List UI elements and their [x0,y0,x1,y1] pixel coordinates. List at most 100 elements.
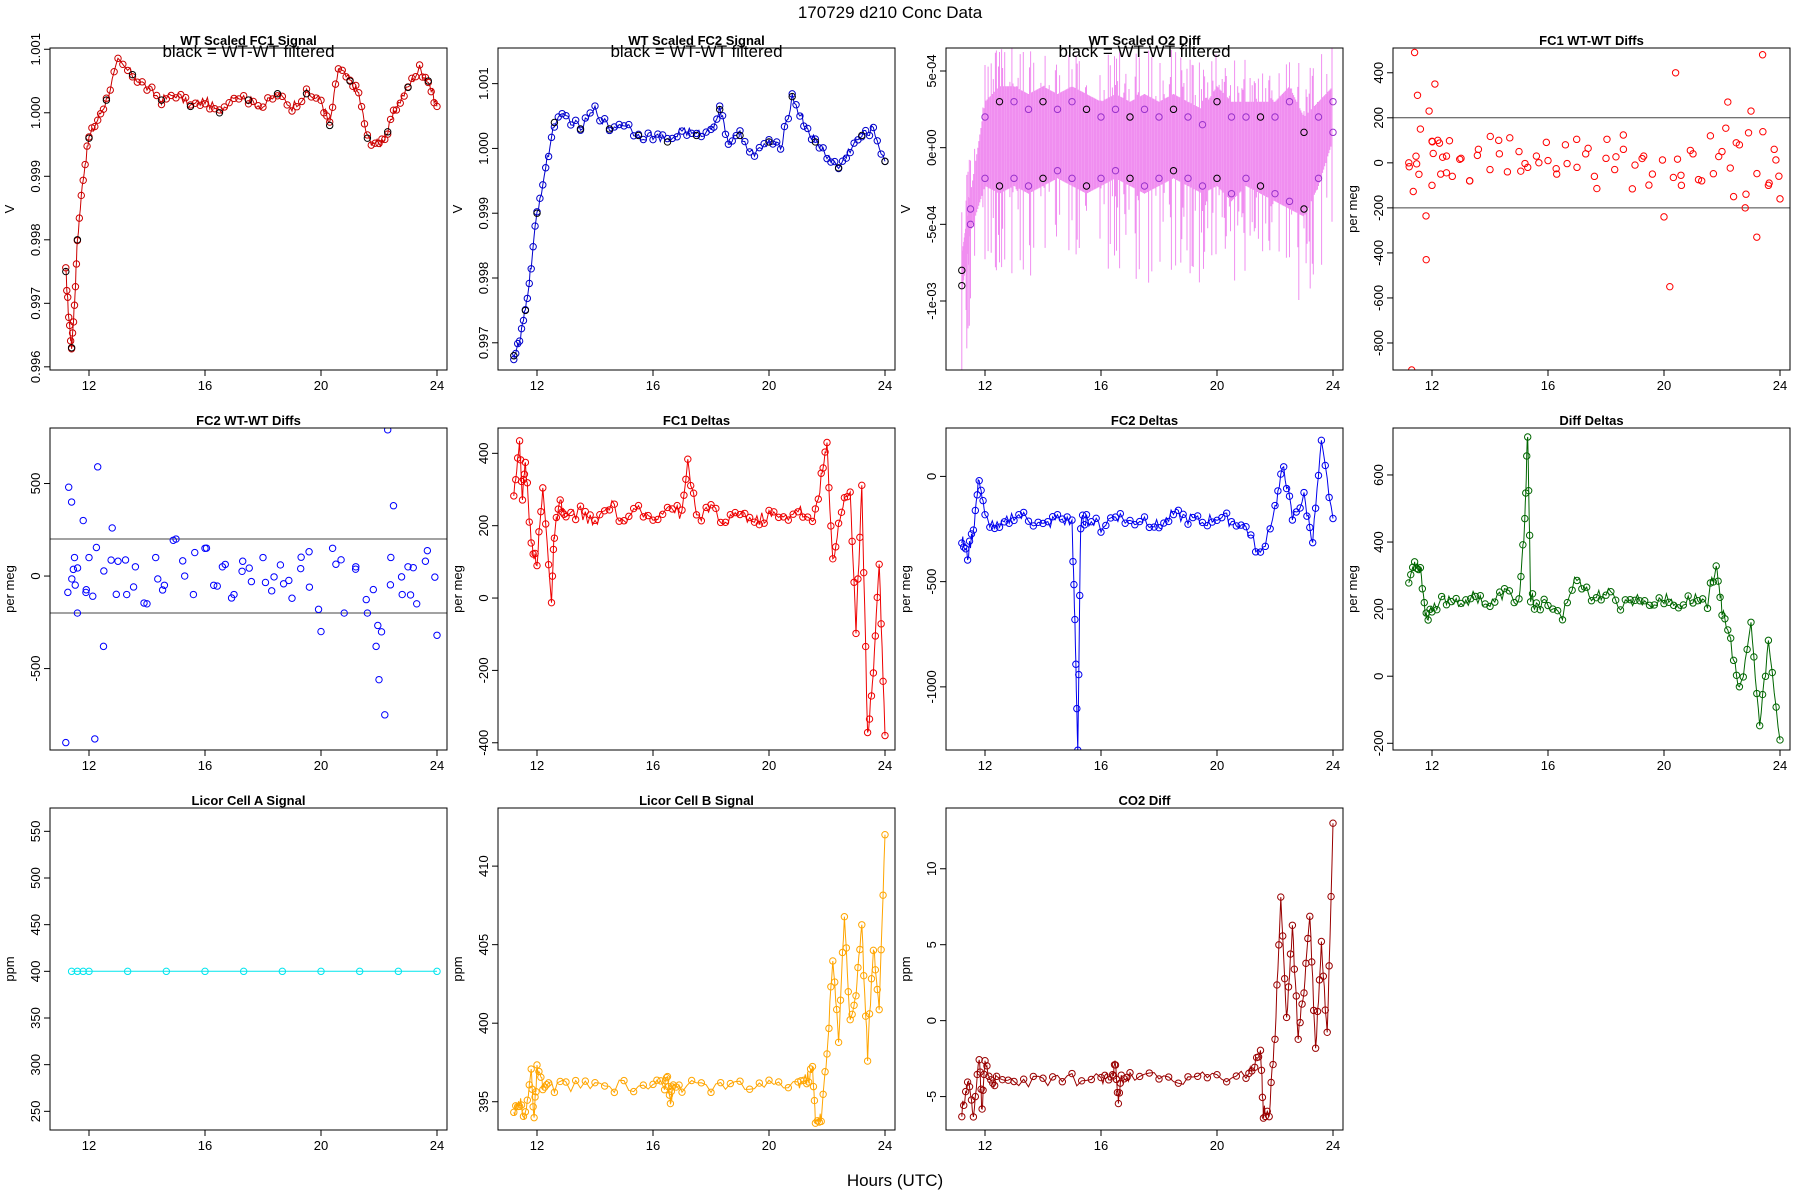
data-point [79,516,87,525]
data-point [431,573,439,581]
data-point [629,1087,638,1096]
data-point [519,1112,528,1121]
data-point [728,137,736,145]
data-point [1612,153,1620,161]
data-point [1709,169,1718,178]
data-point [837,508,846,517]
data-point [1285,97,1294,106]
data-point [707,501,715,509]
data-point [848,1010,856,1019]
plot-area [1393,48,1790,370]
data-point [1126,113,1134,121]
data-point [856,533,864,542]
data-point [649,1080,657,1089]
data-point [832,1005,841,1014]
x-tick-label: 16 [646,758,660,773]
data-point [1323,1028,1331,1037]
data-point [1741,204,1749,212]
panel-title: FC1 WT-WT Diffs [1539,33,1644,48]
data-point [981,174,989,183]
panel-o2_diff: WT Scaled O2 Diff V 12 16 20 24 5e-04 0e+00 -5e-… [898,33,1344,393]
y-tick-label: -1e-03 [924,282,939,320]
data-point [1631,161,1639,169]
data-point [297,564,305,573]
data-point [1535,159,1543,167]
data-point [523,1096,532,1104]
data-point [1435,139,1444,147]
filtered-point [302,90,311,98]
panel-fc2_wtwt: FC2 WT-WT Diffs per meg 12 16 20 24 -500 0 500 [2,413,448,773]
data-point [1776,736,1784,744]
data-point [663,503,672,512]
data-point [1410,558,1419,566]
y-tick-label: 5e-04 [924,54,939,87]
data-point [661,1077,670,1085]
data-point [838,948,847,957]
x-tick-label: 24 [878,758,892,773]
data-point [712,504,720,513]
data-point [1428,138,1436,146]
y-tick-label: 1.000 [476,132,491,165]
data-point [1308,958,1316,966]
y-tick-label: 0.997 [28,287,43,320]
data-point [576,502,585,510]
data-point [1000,518,1009,526]
data-point [990,524,999,533]
data-point [1603,135,1611,143]
data-point [803,124,812,133]
data-point [1744,129,1753,137]
data-point [69,318,78,326]
data-point [375,675,383,684]
data-point [1058,515,1067,523]
data-point [644,129,652,137]
data-point [1242,174,1250,183]
data-point [620,1076,628,1085]
data-point [537,1073,545,1081]
data-point [1433,605,1441,614]
data-point [1532,599,1541,607]
data-point [1280,463,1288,471]
data-point [732,131,740,140]
y-tick-label: 200 [1371,598,1386,620]
data-point [1208,518,1216,526]
data-point [154,575,162,583]
data-point [808,517,817,526]
data-point [848,537,856,546]
data-point [133,78,142,86]
data-point [678,506,686,514]
data-point [673,501,681,510]
data-point [371,139,379,147]
y-tick-label: 405 [476,934,491,956]
data-point [1519,541,1527,549]
series-line [513,93,886,360]
data-point [966,220,975,229]
y-axis-label: per meg [2,565,17,613]
data-point [718,111,727,120]
data-point [854,575,862,583]
data-point [755,1079,764,1087]
data-point [1135,1072,1144,1081]
data-point [1114,1099,1123,1108]
data-point [769,140,777,148]
data-point [827,522,835,530]
y-tick-label: -500 [924,569,939,595]
y-tick-label: 1.001 [28,33,43,66]
y-tick-label: 0.999 [476,197,491,230]
data-point [745,1085,754,1093]
data-point [1768,668,1776,677]
data-point [1765,179,1773,187]
data-point [221,560,229,569]
data-point [1102,521,1110,530]
data-point [239,91,248,100]
plot-area [510,90,889,364]
data-point [334,65,343,73]
data-point [861,642,870,651]
y-tick-label: 0 [924,1017,939,1024]
data-point [663,134,672,143]
data-point [201,967,209,976]
data-point [811,505,820,513]
data-point [1679,601,1688,609]
data-point [1495,150,1504,158]
data-point [1515,147,1523,156]
data-point [162,967,171,976]
